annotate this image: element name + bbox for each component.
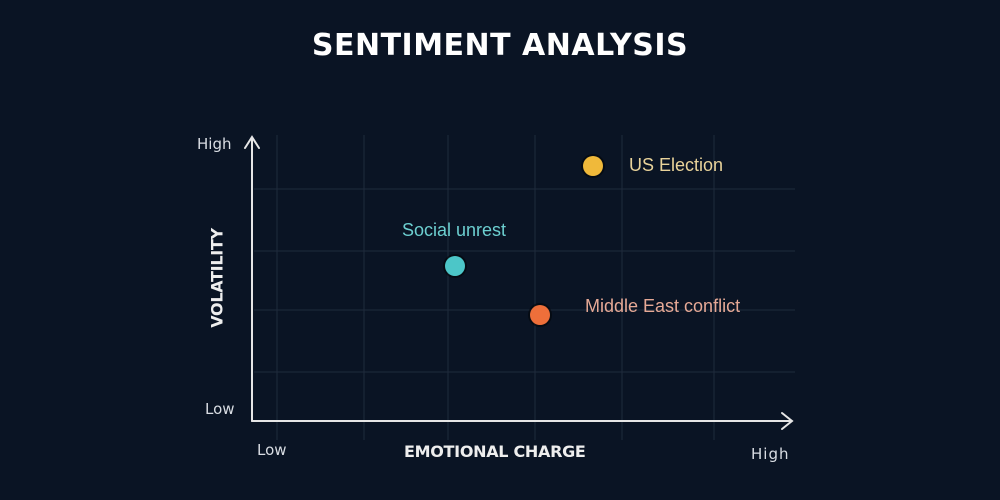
chart-title: SENTIMENT ANALYSIS bbox=[311, 28, 689, 63]
axes bbox=[244, 135, 794, 430]
grid-lines bbox=[254, 135, 795, 440]
y-tick-high: High bbox=[197, 135, 232, 153]
x-axis-title: EMOTIONAL CHARGE bbox=[404, 442, 586, 461]
x-axis-arrow-icon bbox=[781, 412, 794, 430]
y-axis-title: VOLATILITY bbox=[207, 228, 227, 328]
y-tick-low: Low bbox=[205, 400, 235, 418]
data-point-middle-east-conflict bbox=[530, 305, 550, 325]
data-point-us-election bbox=[583, 156, 603, 176]
point-label-social-unrest: Social unrest bbox=[402, 220, 507, 240]
point-label-us-election: US Election bbox=[629, 155, 724, 175]
x-tick-low: Low bbox=[257, 441, 287, 459]
y-axis-arrow-icon bbox=[244, 135, 260, 149]
point-label-middle-east-conflict: Middle East conflict bbox=[585, 296, 741, 316]
data-point-social-unrest bbox=[445, 256, 465, 276]
x-tick-high: High bbox=[751, 445, 790, 463]
